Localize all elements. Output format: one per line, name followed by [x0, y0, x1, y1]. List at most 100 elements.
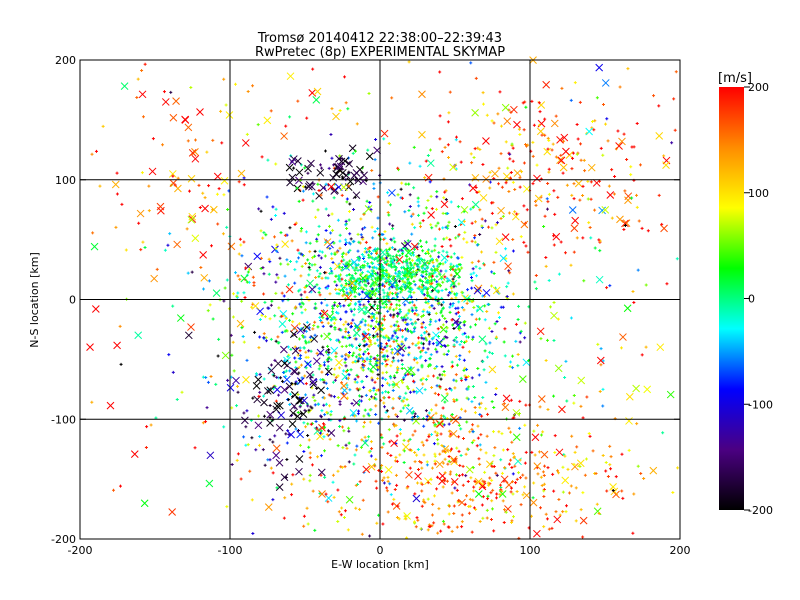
plus-marker — [410, 306, 414, 310]
plus-marker — [391, 397, 395, 401]
plus-marker — [303, 374, 307, 378]
plus-marker — [257, 394, 261, 398]
plus-marker — [417, 346, 421, 350]
plus-marker — [286, 345, 290, 349]
plus-marker — [304, 230, 308, 234]
plus-marker — [376, 338, 380, 342]
plus-marker — [433, 248, 437, 252]
plus-marker — [330, 107, 334, 111]
plus-marker — [588, 226, 592, 230]
plus-marker — [235, 404, 239, 408]
x-tick-label: 200 — [670, 544, 691, 557]
plus-marker — [367, 344, 371, 348]
cross-marker — [339, 183, 348, 192]
plus-marker — [509, 458, 513, 462]
plus-marker — [424, 206, 428, 210]
plus-marker — [396, 326, 400, 330]
plus-marker — [435, 433, 439, 437]
plus-marker — [640, 353, 644, 357]
plus-marker — [333, 280, 337, 284]
plus-marker — [334, 274, 338, 278]
plus-marker — [547, 170, 551, 174]
plus-marker — [481, 395, 485, 399]
plus-marker — [317, 254, 321, 258]
scatter-points — [86, 56, 680, 540]
plus-marker — [539, 506, 543, 510]
cross-marker — [267, 366, 276, 375]
plus-marker — [252, 281, 256, 285]
plus-marker — [309, 422, 313, 426]
plus-marker — [546, 466, 550, 470]
plus-marker — [409, 329, 413, 333]
cross-marker — [585, 127, 594, 136]
plus-marker — [583, 169, 587, 173]
plus-marker — [439, 529, 443, 533]
plus-marker — [232, 369, 236, 373]
plus-marker — [343, 335, 347, 339]
plus-marker — [354, 355, 358, 359]
plus-marker — [208, 303, 212, 307]
colorbar-tick-label: 100 — [748, 187, 769, 200]
plus-marker — [435, 350, 439, 354]
plus-marker — [430, 289, 434, 293]
plus-marker — [581, 491, 585, 495]
plus-marker — [449, 470, 453, 474]
cross-marker — [254, 375, 263, 384]
plus-marker — [509, 398, 513, 402]
plus-marker — [564, 504, 568, 508]
plus-marker — [402, 449, 406, 453]
plus-marker — [450, 388, 454, 392]
plus-marker — [454, 473, 458, 477]
plus-marker — [425, 414, 429, 418]
plus-marker — [245, 409, 249, 413]
plus-marker — [205, 150, 209, 154]
plus-marker — [340, 259, 344, 263]
plus-marker — [319, 256, 323, 260]
plus-marker — [507, 269, 511, 273]
plus-marker — [149, 423, 153, 427]
plus-marker — [365, 306, 369, 310]
cross-marker — [307, 159, 315, 168]
plus-marker — [472, 506, 476, 510]
plus-marker — [314, 420, 318, 424]
plus-marker — [402, 438, 406, 442]
plus-marker — [510, 142, 514, 146]
plus-marker — [474, 76, 478, 80]
cross-marker — [181, 116, 190, 124]
plus-marker — [230, 462, 234, 466]
plus-marker — [467, 504, 471, 508]
plus-marker — [421, 249, 425, 253]
plus-marker — [507, 426, 511, 430]
colorbar-tick-label: 200 — [748, 81, 769, 94]
plus-marker — [447, 422, 451, 426]
plus-marker — [338, 233, 342, 237]
plus-marker — [420, 315, 424, 319]
plus-marker — [287, 398, 291, 402]
plus-marker — [380, 350, 384, 354]
plus-marker — [636, 464, 640, 468]
plus-marker — [343, 242, 347, 246]
cross-marker — [536, 127, 545, 136]
plus-marker — [490, 507, 494, 511]
plus-marker — [259, 209, 263, 213]
plus-marker — [413, 412, 417, 416]
plus-marker — [349, 307, 353, 311]
plus-marker — [343, 75, 347, 79]
plus-marker — [317, 402, 321, 406]
plus-marker — [504, 510, 508, 514]
cross-marker — [478, 482, 487, 491]
plus-marker — [437, 251, 441, 255]
plus-marker — [384, 256, 388, 260]
cross-marker — [474, 490, 483, 498]
cross-marker — [418, 90, 426, 99]
plus-marker — [268, 458, 272, 462]
plus-marker — [420, 504, 424, 508]
cross-marker — [533, 529, 541, 538]
plus-marker — [445, 326, 449, 330]
plus-marker — [393, 247, 397, 251]
plus-marker — [380, 470, 384, 474]
cross-marker — [537, 395, 546, 403]
plus-marker — [420, 482, 424, 486]
plus-marker — [376, 373, 380, 377]
cross-marker — [390, 439, 398, 448]
